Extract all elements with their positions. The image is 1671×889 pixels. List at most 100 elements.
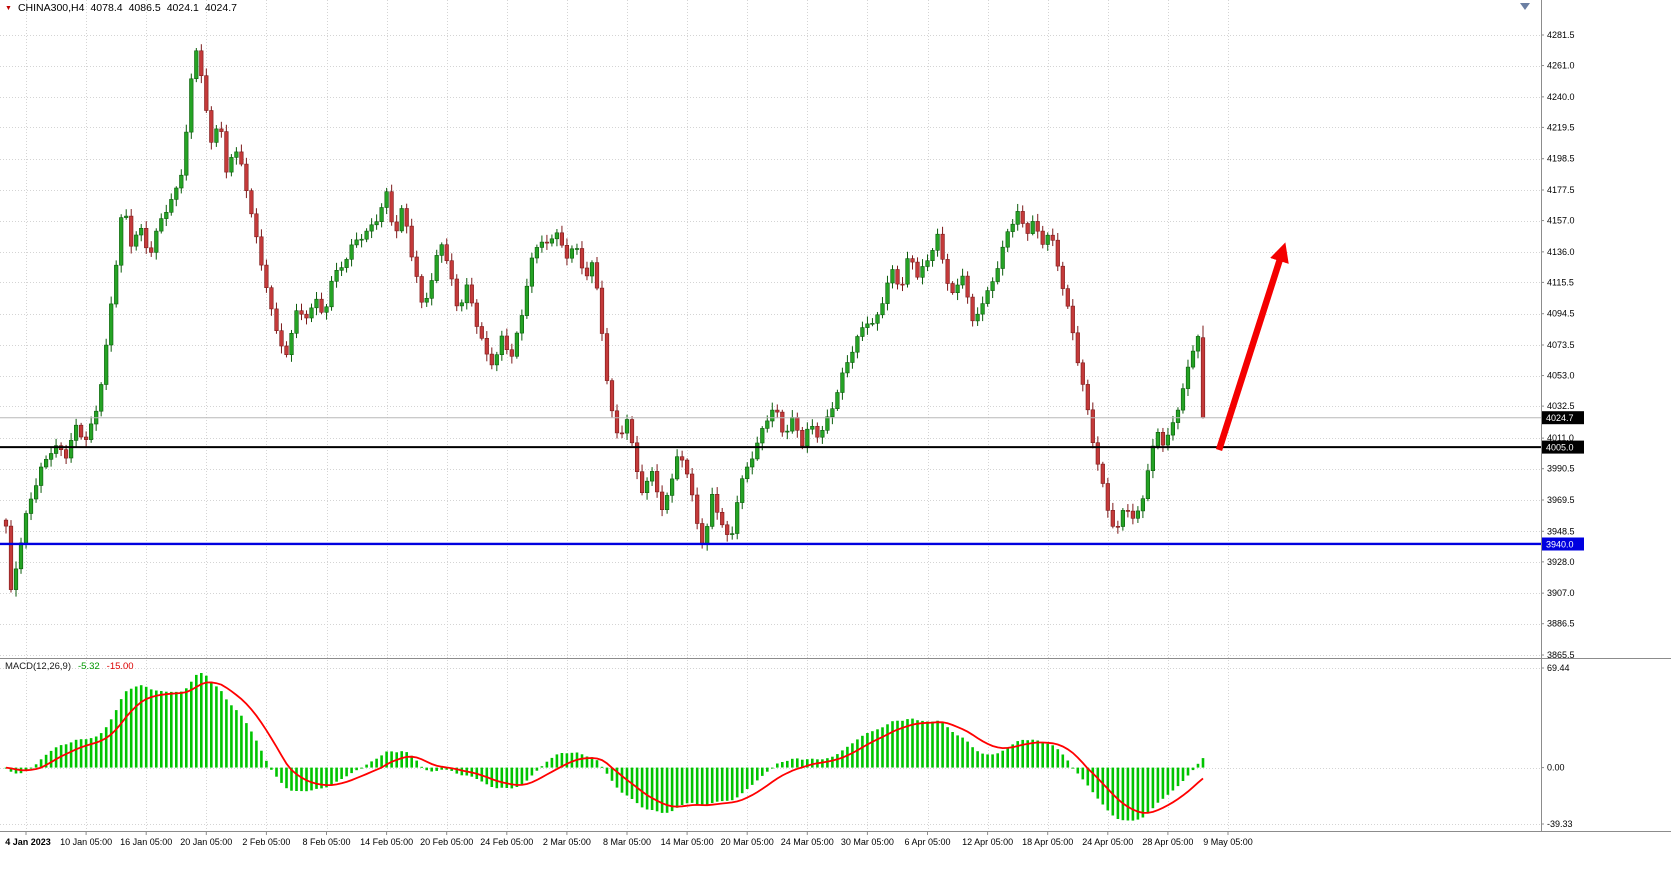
macd-readout: MACD(12,26,9) -5.32 -15.00 bbox=[5, 661, 134, 672]
candle bbox=[910, 258, 915, 263]
candle bbox=[1135, 510, 1140, 519]
price-axis-label: 4011.0 bbox=[1547, 433, 1574, 443]
candle bbox=[129, 215, 134, 247]
candle bbox=[584, 267, 590, 277]
candle bbox=[99, 384, 104, 412]
candle bbox=[234, 151, 239, 158]
candle bbox=[960, 275, 965, 286]
svg-text:3940.0: 3940.0 bbox=[1546, 540, 1574, 550]
candle bbox=[264, 264, 269, 289]
candle bbox=[935, 233, 940, 251]
candle bbox=[224, 131, 229, 173]
time-axis-label: 28 Apr 05:00 bbox=[1142, 837, 1193, 847]
candle bbox=[519, 315, 524, 334]
candle bbox=[23, 513, 29, 544]
candle bbox=[1020, 211, 1025, 224]
candle bbox=[509, 349, 514, 357]
candle bbox=[1180, 388, 1186, 411]
candle bbox=[679, 456, 685, 461]
candle bbox=[589, 262, 595, 277]
candle bbox=[790, 417, 795, 432]
candle bbox=[1160, 431, 1165, 446]
candle bbox=[1145, 470, 1150, 500]
candle bbox=[619, 432, 625, 435]
price-axis-label: 4219.5 bbox=[1547, 122, 1575, 132]
candle bbox=[850, 351, 855, 363]
candle bbox=[634, 442, 640, 472]
candle bbox=[780, 411, 785, 433]
candle bbox=[559, 232, 564, 246]
quote-bar: ▼ CHINA300,H4 4078.4 4086.5 4024.1 4024.… bbox=[5, 2, 237, 14]
candle bbox=[925, 260, 930, 267]
time-axis-label: 24 Mar 05:00 bbox=[781, 837, 834, 847]
price-axis[interactable]: 4281.5 4261.0 4240.0 4219.5 4198.5 4177.5 4157… bbox=[1541, 30, 1575, 829]
candle bbox=[599, 287, 605, 334]
candle bbox=[69, 439, 74, 459]
time-axis-label: 16 Jan 05:00 bbox=[120, 837, 172, 847]
trend-arrow[interactable] bbox=[1215, 242, 1289, 451]
candle bbox=[1025, 223, 1030, 234]
candle bbox=[13, 568, 19, 590]
candle bbox=[489, 353, 494, 366]
candle bbox=[89, 423, 94, 440]
symbol-period: CHINA300,H4 bbox=[17, 2, 85, 14]
candle bbox=[740, 478, 745, 503]
quote-low: 4024.1 bbox=[166, 2, 199, 14]
candle bbox=[820, 429, 825, 438]
candle bbox=[199, 50, 204, 76]
candle bbox=[504, 335, 509, 350]
candle bbox=[950, 283, 955, 293]
candle bbox=[629, 419, 635, 444]
time-axis-label: 24 Apr 05:00 bbox=[1082, 837, 1133, 847]
candle bbox=[915, 261, 920, 278]
candle bbox=[204, 75, 209, 111]
candle bbox=[574, 248, 580, 250]
time-axis[interactable]: 4 Jan 2023 10 Jan 05:00 16 Jan 05:00 20 Jan… bbox=[5, 831, 1253, 848]
candle bbox=[84, 436, 89, 440]
candle bbox=[1170, 422, 1175, 436]
svg-text:4024.7: 4024.7 bbox=[1546, 413, 1574, 423]
candle bbox=[18, 542, 24, 570]
candle bbox=[970, 296, 975, 322]
candle bbox=[1045, 234, 1050, 245]
candle bbox=[795, 417, 800, 431]
time-axis-label: 8 Mar 05:00 bbox=[603, 837, 651, 847]
time-axis-label: 20 Jan 05:00 bbox=[180, 837, 232, 847]
candle bbox=[239, 151, 244, 165]
candle bbox=[1185, 366, 1191, 389]
candle bbox=[384, 191, 389, 208]
candle bbox=[995, 268, 1000, 282]
candle bbox=[980, 303, 985, 315]
candle bbox=[494, 354, 499, 366]
time-axis-label: 20 Mar 05:00 bbox=[721, 837, 774, 847]
candle bbox=[469, 284, 474, 304]
candle bbox=[279, 330, 284, 347]
price-axis-label: 3969.5 bbox=[1547, 495, 1575, 505]
candle bbox=[314, 298, 319, 309]
candles[interactable] bbox=[3, 44, 1206, 597]
candle bbox=[464, 284, 469, 304]
candle bbox=[659, 491, 665, 511]
macd-signal-value: -15.00 bbox=[106, 661, 134, 672]
candle bbox=[815, 425, 820, 438]
candle bbox=[379, 207, 384, 222]
candle bbox=[539, 241, 544, 248]
candle bbox=[484, 337, 489, 355]
candle bbox=[454, 278, 459, 307]
candle bbox=[1140, 498, 1145, 512]
time-axis-label: 2 Feb 05:00 bbox=[242, 837, 290, 847]
candle bbox=[414, 256, 419, 277]
chart-shift-icon[interactable] bbox=[1520, 3, 1530, 10]
candle bbox=[930, 250, 935, 261]
candle bbox=[900, 283, 905, 286]
price-axis-label: 4261.0 bbox=[1547, 61, 1575, 71]
candle bbox=[1035, 221, 1040, 232]
candle bbox=[544, 241, 549, 244]
candle bbox=[424, 297, 429, 303]
hline-3940-tag: 3940.0 bbox=[1542, 537, 1584, 551]
price-axis-label: 4094.5 bbox=[1547, 309, 1575, 319]
candle bbox=[1095, 442, 1100, 465]
candle bbox=[1155, 431, 1160, 447]
candle bbox=[459, 302, 464, 307]
